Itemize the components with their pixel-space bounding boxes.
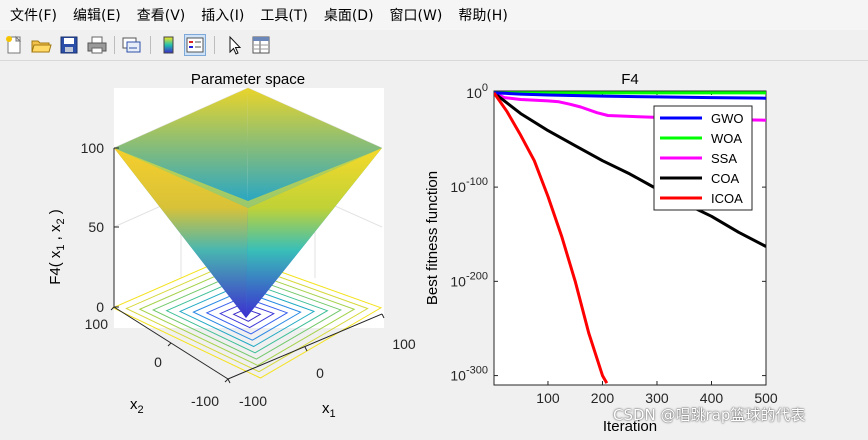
- save-icon[interactable]: [58, 34, 80, 56]
- convergence-axes: F4 100 10-100 10-200 10-300 100 200 300 400 500…: [424, 71, 778, 435]
- z-tick-50: 50: [88, 219, 104, 235]
- y-tick-label: 100: [466, 82, 488, 101]
- figure-canvas: Parameter space 100 50 0 100 0 -100 -100…: [0, 61, 868, 435]
- contour-line: [192, 290, 302, 341]
- y-tick-minus100: -100: [191, 393, 219, 409]
- contour-line: [151, 272, 342, 360]
- x-axis-label: x1: [322, 400, 336, 420]
- surface-axes: Parameter space 100 50 0 100 0 -100 -100…: [47, 71, 416, 420]
- insert-legend-icon[interactable]: [184, 34, 206, 56]
- toolbar-separator: [214, 36, 215, 54]
- y-axis-title: Best fitness function: [424, 171, 441, 305]
- surface-front-right: [246, 148, 382, 318]
- x-tick-label: 100: [536, 390, 560, 406]
- contour-line: [178, 284, 316, 348]
- link-plot-icon[interactable]: [120, 34, 142, 56]
- series-line-icoa: [494, 92, 609, 384]
- z-tick-100: 100: [81, 140, 105, 156]
- x-tick-labels: 100 200 300 400 500: [536, 390, 778, 406]
- y-tick-labels: 100 10-100 10-200 10-300: [450, 82, 488, 384]
- contour-line: [111, 254, 383, 379]
- edit-plot-icon[interactable]: [224, 34, 246, 56]
- menu-tools[interactable]: 工具(T): [260, 8, 308, 24]
- menu-file[interactable]: 文件(F): [10, 8, 57, 24]
- figure-svg: Parameter space 100 50 0 100 0 -100 -100…: [47, 71, 778, 435]
- y-tick-0: 0: [154, 354, 162, 370]
- menu-edit[interactable]: 编辑(E): [72, 8, 121, 24]
- watermark: CSDN @唱跳rap篮球的代表: [613, 406, 806, 424]
- menu-help[interactable]: 帮助(H): [458, 8, 508, 24]
- print-icon[interactable]: [86, 34, 108, 56]
- y-axis-label: x2: [130, 396, 144, 416]
- x-tick-100: 100: [392, 336, 416, 352]
- y-tick-100: 100: [85, 316, 109, 332]
- open-file-icon[interactable]: [30, 34, 52, 56]
- new-figure-icon[interactable]: [3, 34, 25, 56]
- x-tick-mark: [304, 346, 308, 352]
- axis-ticks: [110, 147, 385, 384]
- x-tick-mark: [381, 313, 385, 319]
- x-tick-label: 500: [754, 390, 778, 406]
- series-line-coa: [494, 91, 766, 248]
- toolbar-separator: [114, 36, 115, 54]
- insert-colorbar-icon[interactable]: [158, 34, 180, 56]
- z-tick-0: 0: [96, 299, 104, 315]
- menu-view[interactable]: 查看(V): [136, 8, 186, 24]
- svg-text:F4( x1 , x2 ): F4( x1 , x2 ): [47, 209, 67, 285]
- toolbar: [0, 30, 868, 61]
- contour-line: [165, 278, 329, 354]
- menu-window[interactable]: 窗口(W): [389, 8, 443, 24]
- legend-label-coa: COA: [711, 171, 740, 186]
- x-axis-title: Iteration: [603, 418, 657, 435]
- legend[interactable]: GWO WOA SSA COA ICOA: [653, 105, 753, 211]
- surface-title: Parameter space: [191, 71, 305, 88]
- x-tick-mark: [227, 378, 231, 384]
- x-tick-0: 0: [316, 365, 324, 381]
- legend-label-woa: WOA: [711, 131, 742, 146]
- property-inspector-icon[interactable]: [250, 34, 272, 56]
- contour-floor: [111, 254, 383, 379]
- chart-title: F4: [621, 71, 639, 88]
- y-tick-label: 10-200: [450, 270, 488, 289]
- contour-line: [138, 266, 356, 366]
- surface-front-left: [114, 148, 248, 318]
- menu-insert[interactable]: 插入(I): [201, 8, 245, 24]
- x-tick-label: 400: [700, 390, 724, 406]
- y-tick-label: 10-300: [450, 365, 488, 384]
- legend-label-ssa: SSA: [711, 151, 737, 166]
- z-axis-label: F4( x1 , x2 ): [47, 209, 67, 285]
- contour-line: [205, 296, 289, 335]
- legend-label-icoa: ICOA: [711, 191, 743, 206]
- x-tick-minus100: -100: [239, 393, 267, 409]
- menu-bar: 文件(F) 编辑(E) 查看(V) 插入(I) 工具(T) 桌面(D) 窗口(W…: [0, 0, 868, 30]
- contour-line: [218, 302, 275, 329]
- series-line-gwo: [494, 91, 766, 100]
- x-tick-label: 200: [591, 390, 615, 406]
- y-tick-label: 10-100: [450, 176, 488, 195]
- contour-line: [125, 260, 369, 373]
- y-tick-mark: [110, 306, 115, 311]
- menu-desktop[interactable]: 桌面(D): [323, 8, 374, 24]
- y-tick-mark: [167, 342, 172, 347]
- toolbar-separator: [150, 36, 151, 54]
- y-tick-mark: [224, 378, 229, 383]
- legend-label-gwo: GWO: [711, 111, 744, 126]
- x-tick-label: 300: [645, 390, 669, 406]
